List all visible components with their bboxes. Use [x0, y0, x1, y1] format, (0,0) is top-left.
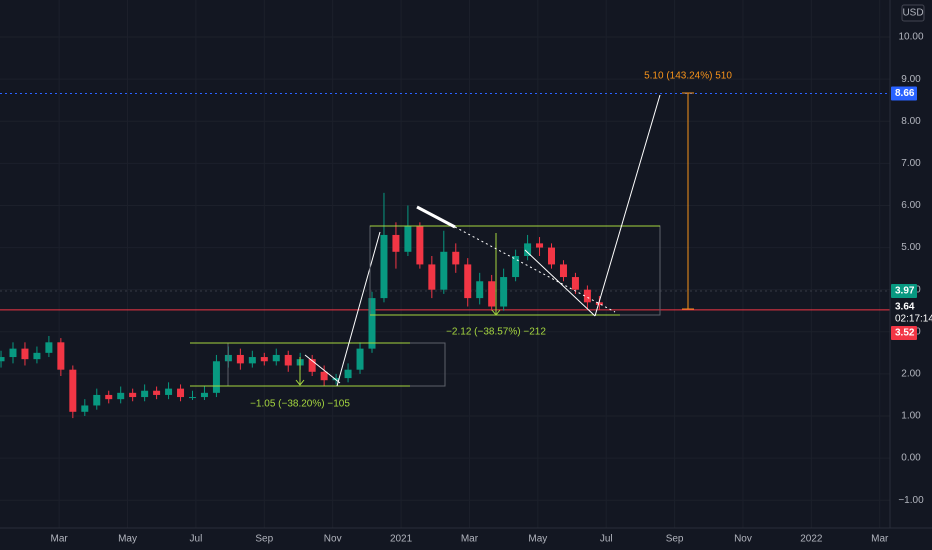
- x-tick-label: 2022: [800, 534, 823, 545]
- candle-body: [440, 251, 448, 290]
- candle-body: [105, 394, 113, 400]
- candle-body: [332, 378, 340, 381]
- candle-body: [452, 251, 460, 265]
- candle-body: [93, 394, 101, 406]
- y-tick-label: 5.00: [901, 242, 921, 253]
- x-tick-label: Sep: [666, 534, 684, 545]
- candle-body: [368, 298, 376, 349]
- drawings: [190, 92, 694, 387]
- candle-body: [571, 277, 579, 290]
- candle-body: [404, 226, 412, 252]
- x-tick-label: Nov: [324, 534, 342, 545]
- annotation: −2.12 (−38.57%) −212: [446, 327, 546, 338]
- candle-body: [129, 392, 137, 398]
- x-tick-label: Mar: [871, 534, 889, 545]
- annotation: 5.10 (143.24%) 510: [644, 71, 732, 82]
- candle-body: [428, 264, 436, 290]
- candles: [0, 192, 603, 419]
- x-tick-label: May: [528, 534, 547, 545]
- arrow-head: [491, 309, 501, 316]
- candle-body: [153, 390, 161, 395]
- price-label-box: [891, 283, 917, 298]
- trend-line: [336, 231, 381, 387]
- y-tick-label: 0.00: [901, 453, 921, 464]
- candle-body: [45, 342, 53, 353]
- candle-body: [9, 348, 17, 358]
- y-tick-label: 7.00: [901, 158, 921, 169]
- y-tick-label: 6.00: [901, 200, 921, 211]
- candle-body: [512, 256, 520, 278]
- price-label-box: [891, 86, 917, 101]
- y-tick-label: 2.00: [901, 369, 921, 380]
- candle-body: [212, 361, 220, 393]
- candle-body: [69, 369, 77, 412]
- countdown: 02:17:14: [895, 314, 932, 325]
- candle-body: [177, 388, 185, 398]
- candle-body: [464, 264, 472, 299]
- candle-body: [236, 354, 244, 364]
- currency-badge: [901, 4, 925, 22]
- candle-body: [188, 397, 196, 399]
- trend-line: [524, 249, 596, 317]
- trend-line: [454, 226, 616, 313]
- candle-body: [141, 390, 149, 398]
- projection-line: [594, 94, 661, 317]
- trend-line: [304, 354, 341, 384]
- candle-body: [500, 277, 508, 307]
- candle-body: [416, 226, 424, 265]
- x-tick-label: Jul: [190, 534, 203, 545]
- x-tick-label: May: [118, 534, 137, 545]
- y-tick-label: 8.00: [901, 116, 921, 127]
- x-tick-label: Jul: [600, 534, 613, 545]
- candle-body: [356, 348, 364, 370]
- price-label: 3.52: [895, 328, 915, 339]
- x-tick-label: Mar: [51, 534, 69, 545]
- candle-body: [165, 388, 173, 395]
- price-label: 3.64: [895, 302, 915, 313]
- candle-body: [344, 369, 352, 379]
- grid: [0, 92, 890, 311]
- arrow-head: [295, 379, 305, 386]
- candle-body: [200, 392, 208, 398]
- candle-body: [380, 234, 388, 299]
- price-label-box: [891, 325, 917, 340]
- annotation: −1.05 (−38.20%) −105: [250, 399, 350, 410]
- candle-body: [0, 357, 5, 362]
- candle-body: [81, 405, 89, 412]
- price-label: 3.97: [895, 286, 915, 297]
- x-tick-label: Mar: [461, 534, 479, 545]
- candle-body: [476, 281, 484, 299]
- candle-body: [583, 289, 591, 303]
- currency: USD: [902, 8, 923, 19]
- trend-line: [416, 205, 456, 229]
- y-tick-label: −1.00: [898, 495, 924, 506]
- y-tick-label: 10.00: [898, 32, 923, 43]
- axes: −1.000.001.002.003.004.005.006.007.008.0…: [51, 32, 932, 545]
- candle-body: [488, 281, 496, 307]
- candle-body: [308, 359, 316, 372]
- candle-body: [320, 371, 328, 381]
- y-tick-label: 9.00: [901, 74, 921, 85]
- candle-body: [536, 243, 544, 248]
- candle-body: [595, 302, 603, 305]
- candle-body: [548, 247, 556, 265]
- x-tick-label: Nov: [734, 534, 752, 545]
- candle-body: [559, 264, 567, 278]
- candle-body: [260, 357, 268, 362]
- candle-body: [392, 234, 400, 252]
- price-label: 8.66: [895, 88, 915, 99]
- candle-body: [284, 354, 292, 366]
- price-label-box: [891, 299, 917, 314]
- candle-body: [33, 352, 41, 360]
- candle-body: [272, 354, 280, 362]
- candle-body: [524, 243, 532, 256]
- x-tick-label: Sep: [255, 534, 273, 545]
- y-tick-label: 1.00: [901, 411, 921, 422]
- candle-body: [117, 392, 125, 400]
- candle-body: [21, 348, 29, 360]
- candle-body: [57, 342, 65, 370]
- x-tick-label: 2021: [390, 534, 413, 545]
- candle-body: [248, 357, 256, 364]
